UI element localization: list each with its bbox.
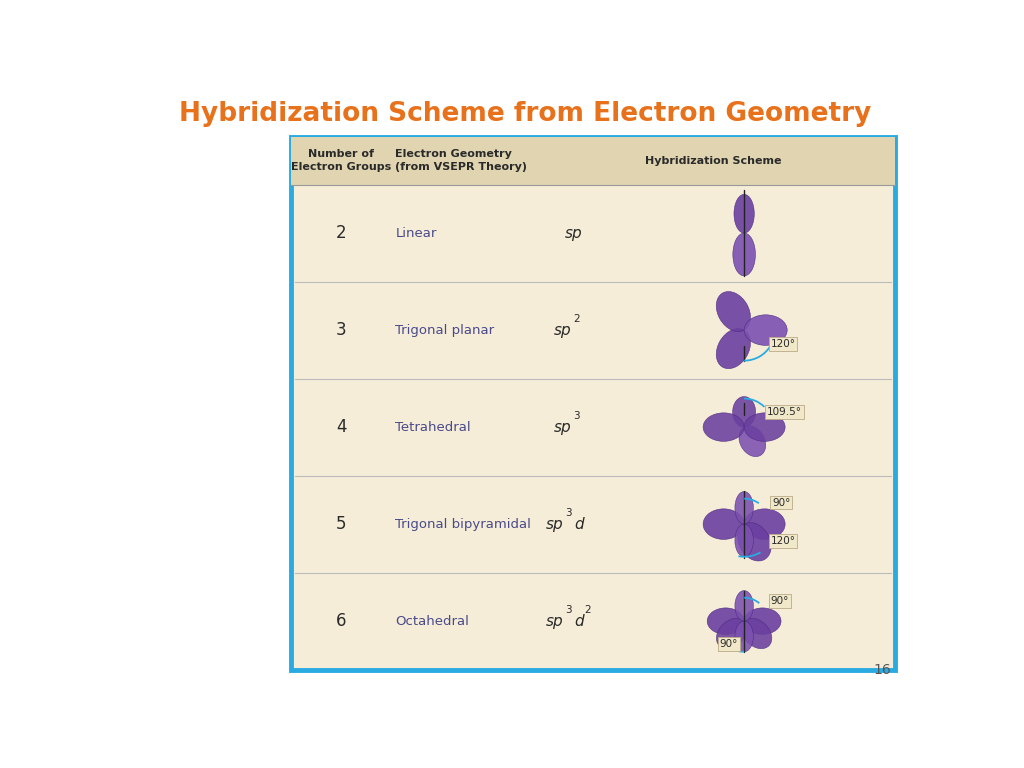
Text: 5: 5	[336, 515, 346, 533]
Ellipse shape	[735, 621, 754, 652]
Ellipse shape	[732, 396, 756, 427]
Ellipse shape	[744, 509, 785, 539]
Text: 16: 16	[873, 664, 891, 677]
Text: Electron Geometry
(from VSEPR Theory): Electron Geometry (from VSEPR Theory)	[395, 150, 527, 172]
FancyBboxPatch shape	[291, 137, 895, 670]
Text: 109.5°: 109.5°	[767, 407, 802, 417]
Ellipse shape	[716, 292, 751, 332]
Text: 3: 3	[336, 321, 346, 339]
Ellipse shape	[735, 524, 754, 557]
Text: 3: 3	[572, 412, 580, 422]
Ellipse shape	[708, 608, 744, 634]
Text: 120°: 120°	[770, 536, 796, 546]
Ellipse shape	[744, 413, 785, 442]
Text: Number of
Electron Groups: Number of Electron Groups	[291, 150, 391, 172]
FancyBboxPatch shape	[291, 137, 895, 184]
Text: d: d	[574, 517, 584, 531]
Ellipse shape	[741, 618, 772, 649]
Text: sp: sp	[565, 226, 583, 240]
Ellipse shape	[744, 608, 781, 634]
Text: d: d	[574, 614, 584, 629]
Text: 90°: 90°	[771, 596, 788, 606]
Ellipse shape	[716, 329, 751, 369]
Text: 2: 2	[572, 314, 580, 324]
Text: 2: 2	[336, 224, 346, 242]
Text: Trigonal bipyramidal: Trigonal bipyramidal	[395, 518, 531, 531]
Ellipse shape	[735, 591, 754, 621]
Text: 120°: 120°	[770, 339, 796, 349]
Text: Octahedral: Octahedral	[395, 614, 469, 627]
Ellipse shape	[737, 522, 771, 561]
Text: Hybridization Scheme from Electron Geometry: Hybridization Scheme from Electron Geome…	[178, 101, 871, 127]
Text: 90°: 90°	[720, 639, 738, 649]
Text: 3: 3	[565, 605, 571, 615]
Text: 6: 6	[336, 612, 346, 631]
Ellipse shape	[717, 618, 748, 649]
Text: 2: 2	[585, 605, 591, 615]
Text: Linear: Linear	[395, 227, 437, 240]
Text: Hybridization Scheme: Hybridization Scheme	[645, 156, 781, 166]
Ellipse shape	[703, 413, 744, 442]
Text: sp: sp	[546, 517, 563, 531]
Ellipse shape	[735, 492, 754, 524]
Ellipse shape	[733, 233, 756, 276]
Ellipse shape	[703, 509, 744, 539]
Text: 90°: 90°	[772, 498, 791, 508]
Text: Tetrahedral: Tetrahedral	[395, 421, 471, 434]
Text: sp: sp	[554, 419, 571, 435]
Text: 4: 4	[336, 418, 346, 436]
Text: Trigonal planar: Trigonal planar	[395, 323, 495, 336]
Ellipse shape	[744, 315, 787, 346]
Text: 3: 3	[565, 508, 571, 518]
Ellipse shape	[734, 194, 755, 233]
Text: sp: sp	[546, 614, 563, 629]
Ellipse shape	[739, 426, 766, 457]
Text: sp: sp	[554, 323, 571, 338]
